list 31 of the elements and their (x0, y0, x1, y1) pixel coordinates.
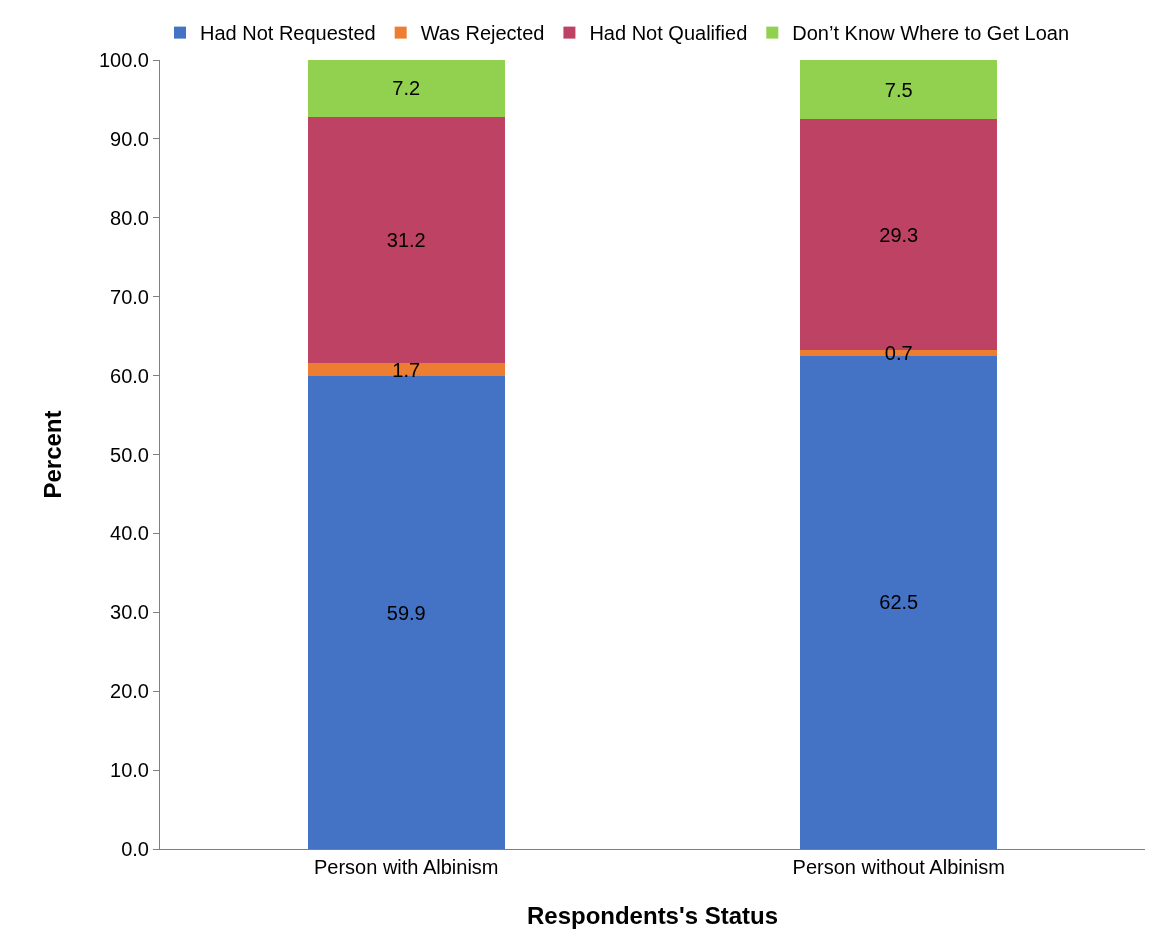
y-tick-label: 100.0 (98, 49, 149, 71)
data-label: 1.7 (392, 358, 421, 381)
bar (307, 116, 505, 363)
legend-label: Was Rejected (420, 22, 545, 45)
bar (307, 376, 505, 849)
legend-label: Don’t Know Where to Get Loan (792, 22, 1070, 45)
bar (800, 60, 998, 120)
x-axis-title: Respondents's Status (526, 902, 779, 930)
y-tick-label: 60.0 (110, 364, 149, 387)
data-label: 59.9 (386, 601, 426, 624)
x-tick-label: Person with Albinism (313, 856, 499, 878)
y-tick-label: 0.0 (121, 838, 149, 860)
bar (307, 60, 505, 117)
y-tick-label: 50.0 (110, 443, 149, 466)
data-label: 29.3 (879, 223, 919, 246)
legend-label: Had Not Qualified (589, 22, 748, 45)
y-tick-label: 20.0 (110, 680, 149, 703)
bar (307, 362, 505, 377)
data-label: 31.2 (386, 228, 426, 251)
y-tick-label: 10.0 (110, 759, 149, 782)
y-tick-label: 80.0 (110, 206, 149, 229)
y-tick-label: 40.0 (110, 522, 149, 545)
data-label: 62.5 (879, 591, 919, 614)
data-label: 7.5 (884, 78, 913, 101)
y-tick-label: 30.0 (110, 601, 149, 624)
y-tick-label: 90.0 (110, 127, 149, 150)
y-axis-title: Percent (39, 410, 67, 499)
x-tick-label: Person without Albinism (792, 856, 1005, 878)
y-tick-label: 70.0 (110, 285, 149, 308)
data-label: 7.2 (392, 77, 421, 100)
legend-label: Had Not Requested (200, 22, 376, 45)
